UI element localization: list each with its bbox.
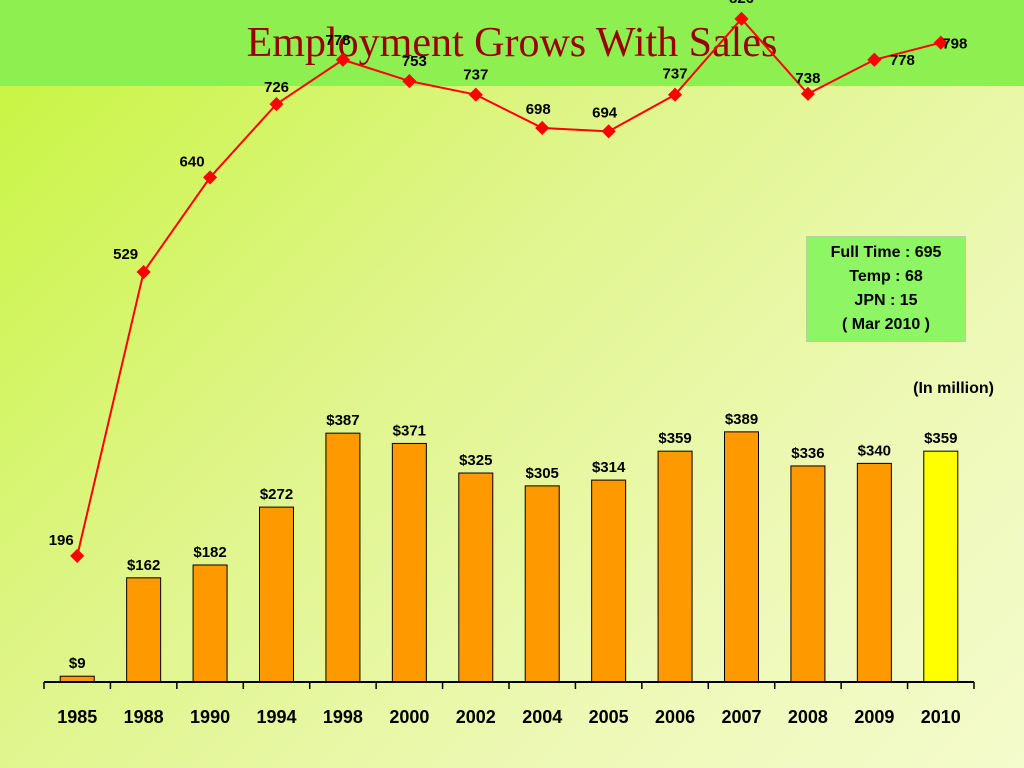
info-full-time: Full Time : 695 xyxy=(830,244,942,261)
line-value-label: 694 xyxy=(592,104,618,121)
bar xyxy=(591,479,627,683)
bar-value-label: $359 xyxy=(924,430,957,447)
line-value-label: 737 xyxy=(663,66,688,83)
bar-value-label: $389 xyxy=(725,411,758,428)
line-point-marker xyxy=(668,87,683,102)
bar-value-label: $182 xyxy=(193,544,226,561)
bar xyxy=(126,577,162,683)
x-tick-label: 2000 xyxy=(389,707,429,727)
info-jpn: JPN : 15 xyxy=(854,292,918,309)
line-point-marker xyxy=(933,35,948,50)
line-point-marker xyxy=(269,97,284,112)
x-tick-label: 2004 xyxy=(522,707,562,727)
bar-value-label: $162 xyxy=(127,557,160,574)
bar xyxy=(325,432,361,683)
x-tick-label: 1990 xyxy=(190,707,230,727)
info-date: ( Mar 2010 ) xyxy=(841,316,931,333)
bar xyxy=(391,442,427,683)
x-tick-label: 2002 xyxy=(456,707,496,727)
line-value-label: 698 xyxy=(526,101,551,118)
bar-value-label: $387 xyxy=(326,412,359,429)
bar xyxy=(259,506,294,683)
bar xyxy=(524,485,560,683)
x-tick-label: 1994 xyxy=(256,707,296,727)
line-value-label: 529 xyxy=(113,246,138,263)
line-value-label: 640 xyxy=(180,153,205,170)
x-tick-label: 2005 xyxy=(589,707,629,727)
bar xyxy=(790,465,826,683)
bar-value-label: $325 xyxy=(459,452,492,469)
line-point-marker xyxy=(867,52,882,67)
bar xyxy=(923,450,959,683)
line-point-marker xyxy=(734,11,749,26)
x-tick-label: 1985 xyxy=(57,707,97,727)
x-tick-label: 2008 xyxy=(788,707,828,727)
line-value-label: 738 xyxy=(795,70,820,87)
info-temp: Temp : 68 xyxy=(849,268,923,285)
bar-value-label: $371 xyxy=(393,422,426,439)
line-point-marker xyxy=(203,170,218,185)
line-point-marker xyxy=(800,86,815,101)
x-tick-label: 1998 xyxy=(323,707,363,727)
line-point-marker xyxy=(402,73,417,89)
bar-value-label: $9 xyxy=(69,655,86,672)
bar-value-label: $272 xyxy=(260,486,293,503)
title-bar: Employment Grows With Sales xyxy=(0,0,1024,86)
bar-value-label: $305 xyxy=(526,465,559,482)
line-value-label: 196 xyxy=(49,532,74,549)
x-tick-label: 2009 xyxy=(854,707,894,727)
line-point-marker xyxy=(468,87,483,102)
x-tick-label: 1988 xyxy=(124,707,164,727)
bar-value-label: $340 xyxy=(858,442,891,459)
line-value-label: 737 xyxy=(463,67,488,84)
bar xyxy=(657,450,693,683)
line-value-label: 826 xyxy=(729,0,754,7)
bar-value-label: $359 xyxy=(658,430,691,447)
line-point-marker xyxy=(70,548,85,563)
line-point-marker xyxy=(601,124,616,139)
chart-title: Employment Grows With Sales xyxy=(246,20,778,66)
line-value-label: 753 xyxy=(402,53,427,70)
bar-value-label: $336 xyxy=(791,445,824,462)
bar xyxy=(724,431,759,683)
bar xyxy=(458,472,494,683)
line-value-label: 798 xyxy=(942,36,967,53)
line-value-label: 726 xyxy=(264,79,289,96)
bar-value-label: $314 xyxy=(592,459,626,476)
x-tick-label: 2010 xyxy=(921,707,961,727)
employment-line xyxy=(76,17,942,557)
employee-info-box: Full Time : 695 Temp : 68 JPN : 15 ( Mar… xyxy=(806,236,966,342)
bar xyxy=(856,462,892,683)
line-value-label: 778 xyxy=(325,32,350,49)
line-point-marker xyxy=(335,52,350,67)
line-point-marker xyxy=(535,120,550,136)
x-tick-label: 2007 xyxy=(721,707,761,727)
bar xyxy=(192,564,228,683)
x-tick-label: 2006 xyxy=(655,707,695,727)
unit-label: (In million) xyxy=(913,380,994,397)
line-point-marker xyxy=(136,264,151,280)
line-value-label: 778 xyxy=(890,52,915,69)
